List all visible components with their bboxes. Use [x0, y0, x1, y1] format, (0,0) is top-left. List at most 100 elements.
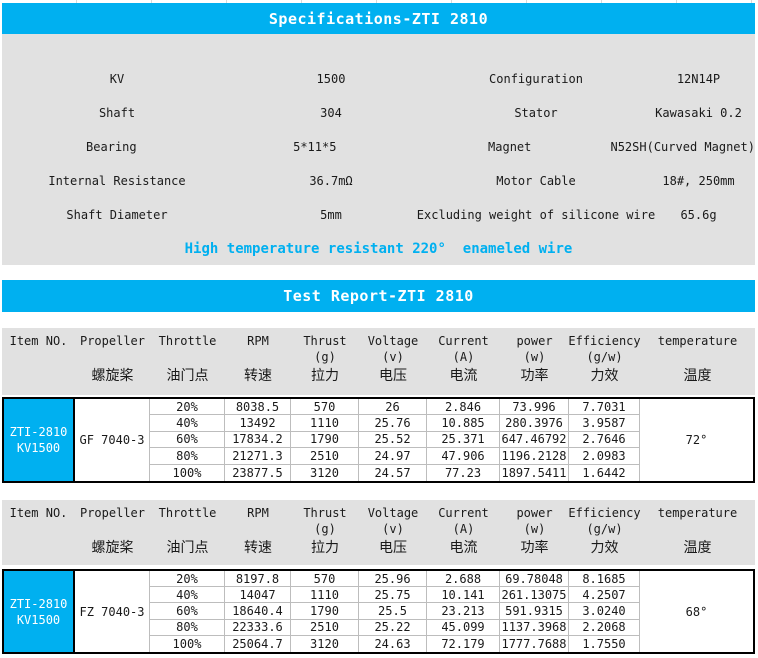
- efficiency-cell: 7.7031: [569, 399, 640, 416]
- power-cell: 1196.2128: [500, 448, 569, 465]
- throttle-cell: 60%: [150, 431, 225, 449]
- power-cell: 73.996: [500, 399, 569, 416]
- throttle-cell: 100%: [150, 464, 225, 481]
- voltage-cell: 25.96: [359, 571, 427, 588]
- voltage-cell: 25.76: [359, 415, 427, 432]
- throttle-cell: 60%: [150, 603, 225, 620]
- thrust-cell: 1110: [291, 587, 359, 604]
- thrust-cell: 1790: [291, 603, 359, 620]
- thrust-cell: 3120: [291, 635, 359, 652]
- column-header-item-no: Item NO.: [9, 506, 68, 520]
- voltage-cell: 25.75: [359, 587, 427, 604]
- throttle-cell: 100%: [150, 635, 225, 652]
- voltage-cell: 25.5: [359, 603, 427, 620]
- power-cell: 1897.5411: [500, 464, 569, 481]
- temperature-cell: 72°: [685, 433, 708, 447]
- rpm-cell: 22333.6: [225, 619, 291, 636]
- power-cell: 280.3976: [500, 415, 569, 432]
- efficiency-cell: 2.7646: [569, 431, 640, 449]
- power-cell: 1777.7688: [500, 635, 569, 652]
- thrust-cell: 3120: [291, 464, 359, 481]
- column-header-voltage: Voltage (v) 电压: [367, 506, 419, 556]
- efficiency-cell: 1.7550: [569, 635, 640, 652]
- voltage-cell: 26: [359, 399, 427, 416]
- report-header: Item NO. Propeller 螺旋桨 Throttle 油门点 RPM …: [2, 328, 755, 395]
- spec-value: 1500: [316, 72, 346, 86]
- temperature-cell: 68°: [685, 604, 708, 619]
- current-cell: 47.906: [427, 448, 500, 465]
- rpm-cell: 13492: [225, 415, 291, 432]
- column-header-efficiency: Efficiency (g/w) 力效: [568, 334, 641, 384]
- throttle-cell: 40%: [150, 587, 225, 604]
- rpm-cell: 17834.2: [225, 431, 291, 449]
- voltage-cell: 24.57: [359, 464, 427, 481]
- rpm-cell: 18640.4: [225, 603, 291, 620]
- efficiency-cell: 3.9587: [569, 415, 640, 432]
- column-header-thrust: Thrust (g) 拉力: [303, 506, 347, 556]
- thrust-cell: 2510: [291, 619, 359, 636]
- test-block-gf7040: ZTI-2810 KV1500 GF 7040-3 20% 8038.5 570…: [2, 397, 755, 483]
- voltage-cell: 25.22: [359, 619, 427, 636]
- efficiency-cell: 1.6442: [569, 464, 640, 481]
- spec-value: 5mm: [320, 208, 342, 222]
- current-cell: 2.688: [427, 571, 500, 588]
- current-cell: 45.099: [427, 619, 500, 636]
- item-no-cell: ZTI-2810 KV1500: [4, 399, 75, 481]
- power-cell: 69.78048: [500, 571, 569, 588]
- power-cell: 1137.3968: [500, 619, 569, 636]
- current-cell: 2.846: [427, 399, 500, 416]
- thrust-cell: 570: [291, 571, 359, 588]
- throttle-cell: 80%: [150, 448, 225, 465]
- column-header-current: Current (A) 电流: [438, 334, 489, 384]
- propeller-cell: GF 7040-3: [75, 399, 150, 481]
- report-header: Item NO. Propeller 螺旋桨 Throttle 油门点 RPM …: [2, 500, 755, 565]
- spec-label: Shaft: [98, 106, 136, 120]
- spec-label: Motor Cable: [496, 174, 576, 188]
- throttle-cell: 20%: [150, 399, 225, 416]
- column-header-throttle: Throttle 油门点: [158, 506, 217, 556]
- power-cell: 591.9315: [500, 603, 569, 620]
- thrust-cell: 1790: [291, 431, 359, 449]
- current-cell: 25.371: [427, 431, 500, 449]
- item-no-cell: ZTI-2810 KV1500: [4, 571, 75, 652]
- power-cell: 261.13075: [500, 587, 569, 604]
- spec-note: High temperature resistant 220° enameled…: [184, 240, 573, 257]
- spec-panel: KV 1500 Configuration 12N14P Shaft 304 S…: [2, 34, 755, 265]
- spec-row: KV 1500 Configuration 12N14P: [2, 62, 755, 96]
- throttle-cell: 80%: [150, 619, 225, 636]
- spec-title-bar: Specifications-ZTI 2810: [2, 3, 755, 34]
- voltage-cell: 24.97: [359, 448, 427, 465]
- column-header-propeller: Propeller 螺旋桨: [79, 506, 146, 556]
- efficiency-cell: 8.1685: [569, 571, 640, 588]
- power-cell: 647.46792: [500, 431, 569, 449]
- report-title: Test Report-ZTI 2810: [283, 287, 474, 305]
- voltage-cell: 24.63: [359, 635, 427, 652]
- column-header-throttle: Throttle 油门点: [158, 334, 217, 384]
- efficiency-cell: 2.2068: [569, 619, 640, 636]
- spec-value: 304: [320, 106, 342, 120]
- rpm-cell: 8197.8: [225, 571, 291, 588]
- measurement-grid: 20% 8197.8 570 25.96 2.688 69.78048 8.16…: [150, 571, 640, 652]
- current-cell: 77.23: [427, 464, 500, 481]
- spec-label: Excluding weight of silicone wire: [416, 208, 656, 222]
- column-header-current: Current (A) 电流: [438, 506, 489, 556]
- spec-value: 5*11*5: [293, 140, 337, 154]
- spec-value: Kawasaki 0.2: [655, 106, 742, 120]
- efficiency-cell: 2.0983: [569, 448, 640, 465]
- rpm-cell: 21271.3: [225, 448, 291, 465]
- spec-row: Internal Resistance 36.7mΩ Motor Cable 1…: [2, 164, 755, 198]
- column-header-rpm: RPM 转速: [244, 506, 272, 556]
- column-header-power: power (w) 功率: [516, 334, 553, 384]
- column-header-voltage: Voltage (v) 电压: [367, 334, 419, 384]
- spec-value: 65.6g: [680, 208, 717, 222]
- spec-label: Bearing: [86, 140, 137, 154]
- current-cell: 23.213: [427, 603, 500, 620]
- throttle-cell: 20%: [150, 571, 225, 588]
- throttle-cell: 40%: [150, 415, 225, 432]
- spec-value: N52SH(Curved Magnet): [610, 140, 755, 154]
- spec-label: Configuration: [489, 72, 583, 86]
- column-header-temperature: temperature 温度: [657, 334, 738, 384]
- thrust-cell: 570: [291, 399, 359, 416]
- current-cell: 72.179: [427, 635, 500, 652]
